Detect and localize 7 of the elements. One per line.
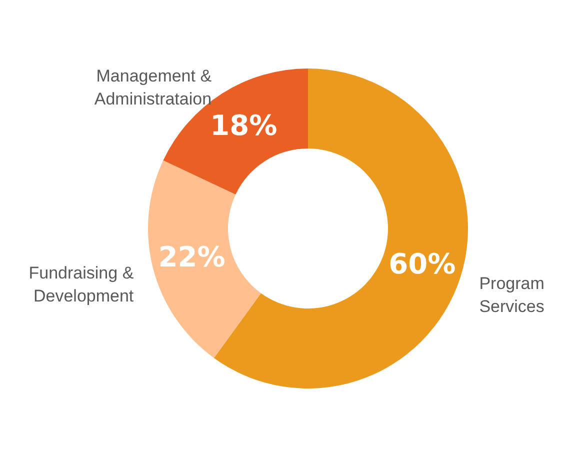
slice-label: Program Services (479, 274, 544, 316)
data-label: 60% (388, 248, 456, 281)
data-label: 22% (158, 240, 226, 274)
slice-label: Fundraising & Development (28, 263, 134, 306)
data-label: 18% (210, 109, 278, 142)
slice-label: Management & Administrataion (94, 66, 212, 109)
donut-slice (148, 160, 261, 358)
